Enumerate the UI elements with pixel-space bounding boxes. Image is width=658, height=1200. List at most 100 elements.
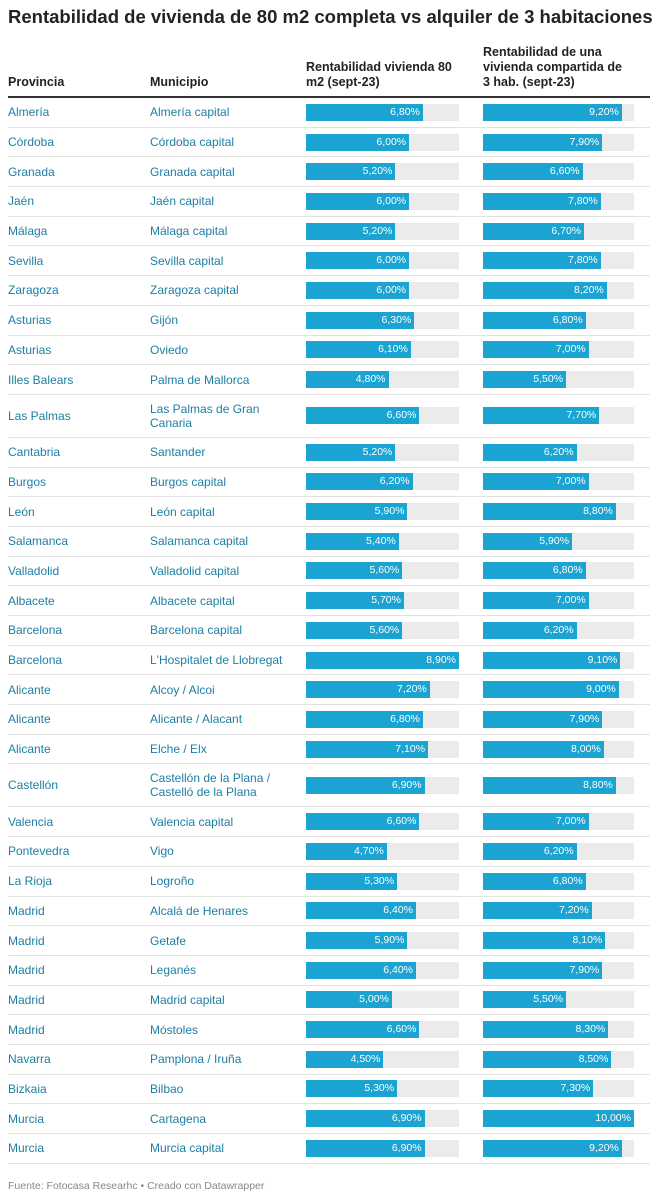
value-label: 5,90% (539, 534, 570, 547)
municipio: Sevilla capital (150, 253, 224, 268)
municipio: Albacete capital (150, 593, 235, 608)
bar-cell: 6,40% (306, 902, 483, 920)
bar-cell: 7,10% (306, 740, 483, 758)
bar-cell: 6,80% (483, 311, 650, 329)
municipio: Gijón (150, 313, 179, 328)
bar: 9,10% (483, 651, 621, 669)
provincia: Madrid (8, 992, 45, 1007)
value-label: 6,20% (379, 475, 410, 488)
value-label: 5,50% (533, 993, 564, 1006)
provincia: Málaga (8, 224, 48, 239)
municipio: Bilbao (150, 1081, 184, 1096)
bar-cell: 7,70% (483, 407, 650, 425)
bar: 6,90% (306, 776, 425, 794)
bar-cell: 6,00% (306, 133, 483, 151)
provincia: Asturias (8, 313, 52, 328)
value-label: 6,90% (391, 778, 422, 791)
bar-track: 8,00% (483, 740, 634, 758)
bar-cell: 5,50% (483, 371, 650, 389)
bar-track: 5,70% (306, 592, 459, 610)
bar-track: 6,00% (306, 252, 459, 270)
provincia: Madrid (8, 933, 45, 948)
bar: 7,00% (483, 813, 589, 831)
provincia: Bizkaia (8, 1081, 47, 1096)
bar-track: 6,20% (306, 473, 459, 491)
value-label: 5,30% (364, 1082, 395, 1095)
footer: Fuente: Fotocasa Researhc • Creado con D… (8, 1180, 265, 1192)
row: Burgos Burgos capital 6,20% 7,00% (8, 468, 650, 498)
value-label: 6,60% (386, 409, 417, 422)
bar: 7,00% (483, 473, 589, 491)
bar-track: 6,30% (306, 311, 459, 329)
bar: 8,30% (483, 1021, 609, 1039)
bar-track: 8,80% (483, 776, 634, 794)
row: Murcia Cartagena 6,90% 10,00% (8, 1104, 650, 1134)
value-label: 8,50% (578, 1052, 609, 1065)
provincia: Cantabria (8, 445, 61, 460)
municipio: Oviedo (150, 342, 189, 357)
row: Zaragoza Zaragoza capital 6,00% 8,20% (8, 276, 650, 306)
value-label: 6,20% (543, 623, 574, 636)
table: Provincia Municipio Rentabilidad viviend… (8, 45, 650, 1164)
bar-track: 8,50% (483, 1050, 634, 1068)
row: Madrid Alcalá de Henares 6,40% 7,20% (8, 897, 650, 927)
value-label: 9,10% (587, 653, 618, 666)
bar: 4,50% (306, 1050, 384, 1068)
provincia: Burgos (8, 474, 47, 489)
bar: 6,90% (306, 1139, 425, 1157)
bar: 5,70% (306, 592, 404, 610)
bar-track: 7,80% (483, 192, 634, 210)
value-label: 6,90% (391, 1141, 422, 1154)
bar-cell: 7,80% (483, 192, 650, 210)
value-label: 6,10% (378, 343, 408, 356)
bar-cell: 5,90% (306, 932, 483, 950)
bar-track: 7,10% (306, 740, 459, 758)
bar-track: 5,90% (306, 932, 459, 950)
row: Sevilla Sevilla capital 6,00% 7,80% (8, 246, 650, 277)
row: Illes Balears Palma de Mallorca 4,80% 5,50% (8, 365, 650, 395)
bar-track: 9,10% (483, 651, 634, 669)
provincia: Castellón (8, 778, 59, 793)
value-label: 6,80% (552, 564, 583, 577)
provincia: Madrid (8, 903, 45, 918)
bar-track: 6,40% (306, 902, 459, 920)
municipio: Burgos capital (150, 474, 227, 489)
bar: 5,90% (306, 503, 408, 521)
municipio: Cartagena (150, 1111, 207, 1126)
provincia: Illes Balears (8, 372, 74, 387)
bar: 6,00% (306, 133, 410, 151)
header: Provincia (8, 75, 65, 89)
value-label: 6,30% (381, 313, 412, 326)
bar: 7,80% (483, 192, 601, 210)
row: Las Palmas Las Palmas de Gran Canaria 6,60… (8, 395, 650, 438)
bar-track: 4,70% (306, 842, 459, 860)
bar-track: 6,00% (306, 281, 459, 299)
value-label: 7,00% (555, 594, 586, 607)
bar-cell: 6,00% (306, 281, 483, 299)
provincia: Valladolid (8, 563, 60, 578)
header: Municipio (150, 75, 209, 89)
bar: 7,10% (306, 740, 429, 758)
bar-cell: 5,20% (306, 163, 483, 181)
municipio: Valladolid capital (150, 563, 240, 578)
provincia: Zaragoza (8, 283, 59, 298)
bar: 6,00% (306, 281, 410, 299)
bar-track: 5,60% (306, 621, 459, 639)
bar-cell: 5,30% (306, 1080, 483, 1098)
value-label: 9,20% (589, 105, 619, 118)
bar: 7,80% (483, 252, 601, 270)
municipio: Zaragoza capital (150, 283, 239, 298)
provincia: Córdoba (8, 135, 55, 150)
bar-cell: 4,50% (306, 1050, 483, 1068)
bar-cell: 6,70% (483, 222, 650, 240)
value-label: 5,90% (374, 505, 405, 518)
bar-track: 7,20% (306, 681, 459, 699)
municipio: Palma de Mallorca (150, 372, 250, 387)
row: Alicante Alicante / Alacant 6,80% 7,90% (8, 705, 650, 735)
bar-cell: 7,00% (483, 473, 650, 491)
bar-track: 6,20% (483, 443, 634, 461)
bar-track: 9,20% (483, 103, 634, 121)
provincia: Salamanca (8, 534, 69, 549)
value-label: 8,30% (575, 1023, 606, 1036)
